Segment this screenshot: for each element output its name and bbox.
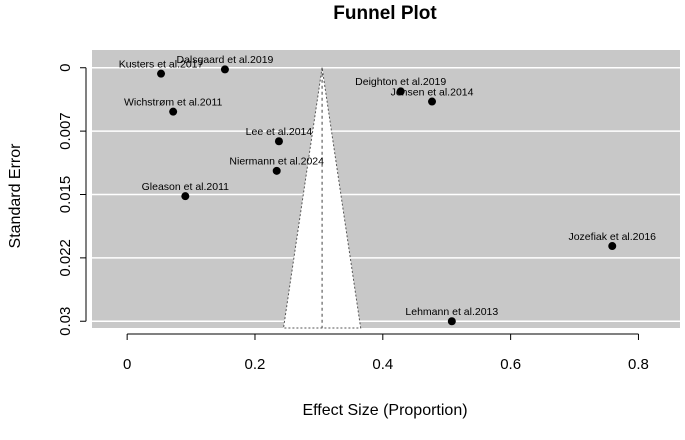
point-label: Jozefiak et al.2016 (568, 231, 656, 243)
point-label: Dalsgaard et al.2019 (176, 54, 273, 66)
x-tick-label: 0.2 (245, 356, 266, 373)
point (220, 65, 229, 74)
point-label: Niermann et al.2024 (229, 156, 324, 168)
x-axis-label: Effect Size (Proportion) (302, 402, 467, 419)
point (608, 242, 617, 251)
point-label: Jensen et al.2014 (391, 86, 474, 98)
x-tick-label: 0.8 (628, 356, 649, 373)
point-label: Wichstrøm et al.2011 (124, 96, 223, 108)
y-tick-label: 0.03 (57, 307, 74, 336)
point (181, 192, 190, 201)
point (428, 97, 437, 106)
x-tick-label: 0 (123, 356, 131, 373)
point (272, 166, 281, 175)
point-label: Gleason et al.2011 (142, 181, 230, 193)
y-tick-label: 0 (57, 64, 74, 72)
point (396, 87, 405, 96)
point-label: Lehmann et al.2013 (405, 306, 498, 318)
y-axis-label: Standard Error (7, 143, 24, 249)
x-tick-label: 0.4 (372, 356, 393, 373)
point-label: Lee et al.2014 (246, 126, 313, 138)
point (447, 317, 456, 326)
y-tick-label: 0.007 (57, 112, 74, 150)
point-label: Kusters et al.2017 (119, 58, 204, 70)
plot-background (92, 50, 680, 328)
point (169, 107, 178, 116)
y-tick-label: 0.015 (57, 176, 74, 214)
point (157, 69, 166, 78)
x-tick-label: 0.6 (500, 356, 521, 373)
y-tick-label: 0.022 (57, 239, 74, 277)
point (274, 137, 283, 146)
chart-title: Funnel Plot (333, 3, 437, 24)
point-label: Deighton et al.2019 (355, 76, 446, 88)
